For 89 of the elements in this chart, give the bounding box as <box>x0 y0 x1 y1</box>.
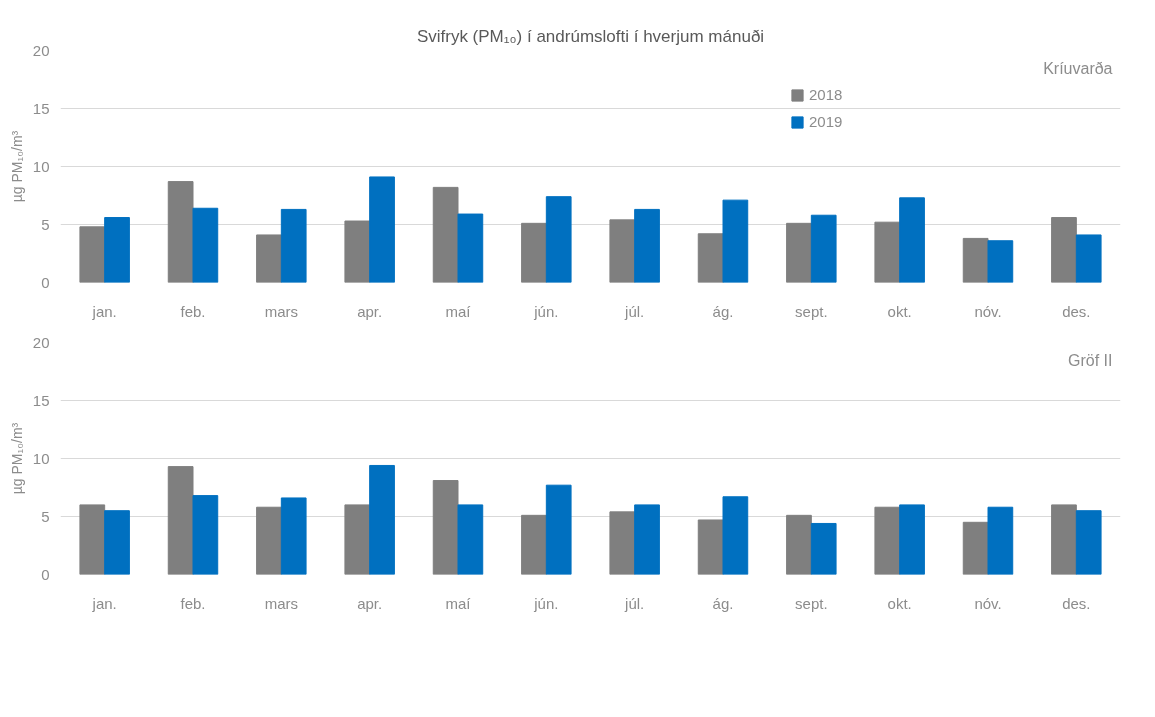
x-tick-label: mars <box>264 594 299 612</box>
y-tick-label: 5 <box>41 215 50 233</box>
bar <box>79 226 106 283</box>
bar <box>280 497 307 575</box>
legend-label: 2018 <box>809 86 843 103</box>
x-tick-label: des. <box>1062 302 1091 320</box>
bar <box>432 186 459 283</box>
x-tick-label: maí <box>445 302 472 320</box>
x-tick-label: jún. <box>533 594 559 612</box>
x-tick-label: ág. <box>712 594 734 612</box>
bar <box>104 510 130 575</box>
x-tick-label: sept. <box>795 302 828 320</box>
bar <box>609 219 636 283</box>
bar <box>521 222 547 283</box>
y-tick-label: 15 <box>32 99 50 117</box>
x-tick-label: sept. <box>795 594 828 612</box>
x-tick-label: feb. <box>180 594 206 612</box>
x-tick-label: okt. <box>887 594 912 612</box>
x-tick-label: jún. <box>533 302 559 320</box>
x-tick-label: mars <box>264 302 299 320</box>
bar <box>786 222 812 283</box>
y-tick-label: 10 <box>32 157 50 175</box>
bar <box>786 514 812 575</box>
bar <box>545 196 572 283</box>
legend-label: 2019 <box>809 113 843 130</box>
bar <box>899 504 925 575</box>
y-tick-label: 0 <box>41 273 50 291</box>
y-axis-title: µg PM₁₀/m³ <box>8 422 25 495</box>
bar <box>192 207 219 283</box>
bar <box>167 466 194 575</box>
bar <box>457 213 484 283</box>
bar <box>810 522 837 575</box>
bar <box>1075 510 1102 575</box>
x-tick-label: okt. <box>887 302 912 320</box>
bar <box>899 197 925 283</box>
x-tick-label: des. <box>1062 594 1091 612</box>
bar <box>697 233 724 283</box>
y-axis-title: µg PM₁₀/m³ <box>8 130 25 203</box>
annotation: Gröf II <box>1068 352 1113 369</box>
bar <box>609 511 636 575</box>
bar <box>545 484 572 575</box>
bar <box>722 496 749 575</box>
y-tick-label: 20 <box>32 41 50 59</box>
bar <box>521 514 547 575</box>
x-tick-label: nóv. <box>974 302 1002 320</box>
bar <box>280 208 307 283</box>
bar <box>1051 217 1077 283</box>
x-tick-label: júl. <box>624 594 645 612</box>
bar <box>634 504 660 575</box>
bar <box>874 221 901 283</box>
bar <box>457 504 484 575</box>
y-tick-label: 15 <box>32 391 50 409</box>
bar <box>1075 234 1102 283</box>
bar <box>987 506 1014 575</box>
bar <box>369 176 395 283</box>
x-tick-label: júl. <box>624 302 645 320</box>
bar <box>432 480 459 575</box>
bar <box>192 495 219 575</box>
y-tick-label: 0 <box>41 565 50 583</box>
bar <box>104 217 130 283</box>
bar <box>874 506 901 575</box>
bar <box>987 240 1014 283</box>
chart-title: Svifryk (PM₁₀) í andrúmslofti í hverjum mánuði <box>416 26 765 46</box>
y-tick-label: 5 <box>41 507 50 525</box>
x-tick-label: apr. <box>357 302 383 320</box>
bar <box>256 506 282 575</box>
bar <box>79 504 106 575</box>
x-tick-label: apr. <box>357 594 383 612</box>
bar <box>344 504 371 575</box>
x-tick-label: feb. <box>180 302 206 320</box>
x-tick-label: nóv. <box>974 594 1002 612</box>
x-tick-label: maí <box>445 594 472 612</box>
y-tick-label: 20 <box>32 333 50 351</box>
bar <box>962 521 989 575</box>
x-tick-label: jan. <box>91 302 117 320</box>
bar <box>167 181 194 283</box>
bar <box>256 234 282 283</box>
bar <box>697 519 724 575</box>
bar <box>634 208 660 283</box>
x-tick-label: jan. <box>91 594 117 612</box>
bar <box>962 237 989 283</box>
annotation: Kríuvarða <box>1043 60 1113 77</box>
bar <box>369 464 395 575</box>
bar <box>810 214 837 283</box>
bar <box>1051 504 1077 575</box>
y-tick-label: 10 <box>32 449 50 467</box>
bar <box>722 199 749 283</box>
x-tick-label: ág. <box>712 302 734 320</box>
bar <box>344 220 371 283</box>
